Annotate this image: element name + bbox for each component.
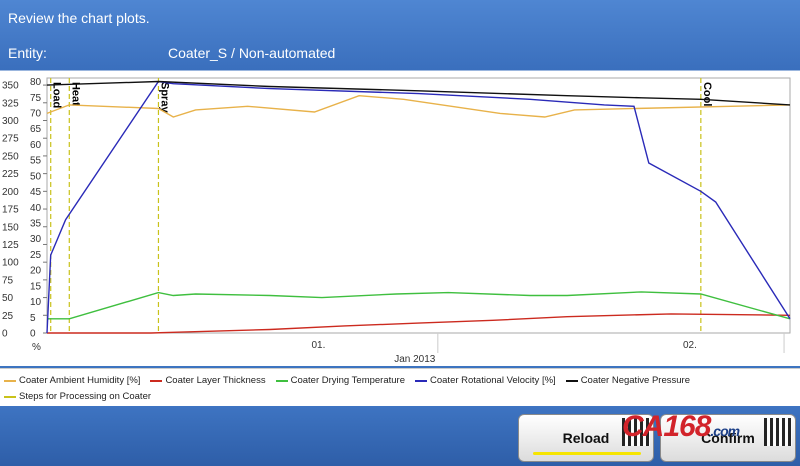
percent-axis-tick-label: 25 <box>30 250 42 261</box>
chart-plot: 0255075100125150175200225250275300325350… <box>2 77 791 365</box>
percent-axis-tick-label: 50 <box>30 171 42 182</box>
step-marker-label: Cool <box>701 82 713 106</box>
percent-axis-tick-label: 40 <box>30 203 42 214</box>
percent-axis-tick-label: 15 <box>30 281 42 292</box>
left-axis-tick-label: 150 <box>2 222 19 233</box>
series-line <box>46 80 791 334</box>
percent-axis-tick-label: 60 <box>30 140 42 151</box>
legend-swatch <box>565 379 578 382</box>
left-axis-tick-label: 325 <box>2 98 19 109</box>
legend-label: Coater Negative Pressure <box>580 375 690 386</box>
series-line <box>47 291 791 320</box>
legend-item: Coater Layer Thickness <box>150 375 266 386</box>
legend-item: Coater Ambient Humidity [%] <box>4 375 140 386</box>
series-line <box>46 94 791 118</box>
legend-swatch <box>415 379 427 382</box>
left-axis-tick-label: 275 <box>2 134 19 145</box>
x-axis-label: Jan 2013 <box>394 354 436 365</box>
entity-label: Entity: <box>8 45 47 61</box>
percent-axis-tick-label: 75 <box>30 93 42 104</box>
legend-label: Coater Drying Temperature <box>290 375 405 386</box>
watermark-logo: CA168.com <box>622 410 740 443</box>
step-marker-label: Spray <box>158 82 170 113</box>
page-title: Review the chart plots. <box>8 10 150 26</box>
step-marker-label: Heat <box>69 82 81 106</box>
plot-area <box>46 77 791 334</box>
left-axis-tick-label: 175 <box>2 205 19 216</box>
percent-axis-tick-label: 35 <box>30 218 42 229</box>
legend-item-steps: Steps for Processing on Coater <box>4 391 151 402</box>
left-axis-tick-label: 0 <box>2 329 8 340</box>
left-axis-tick-label: 300 <box>2 116 19 127</box>
series-line <box>46 80 791 106</box>
left-axis-tick-label: 200 <box>2 187 19 198</box>
legend-row: Coater Ambient Humidity [%] Coater Layer … <box>4 375 690 386</box>
left-axis-tick-label: 250 <box>2 151 19 162</box>
left-axis-tick-label: 75 <box>2 275 14 286</box>
chart-panel: 0 25 50 75 100 125 150 175 200 225 250 275 300 325 350… <box>0 70 800 366</box>
x-axis-tick-label: 01. <box>312 340 326 351</box>
percent-axis-tick-label: 0 <box>30 329 36 340</box>
legend-swatch <box>4 395 16 398</box>
x-axis-tick-label: 02. <box>683 340 697 351</box>
qr-code-icon <box>622 418 650 446</box>
percent-axis-tick-label: 10 <box>30 297 42 308</box>
legend-item: Coater Rotational Velocity [%] <box>415 375 556 386</box>
left-axis-tick-label: 125 <box>2 240 19 251</box>
legend-item: Coater Negative Pressure <box>565 375 690 386</box>
entity-value: Coater_S / Non-automated <box>168 45 336 61</box>
percent-axis-tick-label: 20 <box>30 266 42 277</box>
left-axis-tick-label: 350 <box>2 81 19 92</box>
confirm-button-label: Confirm <box>701 430 755 446</box>
legend-swatch <box>4 379 16 382</box>
legend-row: Steps for Processing on Coater <box>4 391 151 402</box>
header-bar: Review the chart plots. Entity: Coater_S… <box>0 0 800 70</box>
percent-axis-tick-label: 70 <box>30 108 42 119</box>
percent-axis-tick-label: 65 <box>30 124 42 135</box>
reload-button-label: Reload <box>562 430 610 446</box>
left-axis-tick-label: 25 <box>2 311 14 322</box>
legend-item: Coater Drying Temperature <box>275 375 405 386</box>
legend-label: Coater Layer Thickness <box>165 375 266 386</box>
percent-axis-tick-label: 45 <box>30 187 42 198</box>
legend-label: Coater Rotational Velocity [%] <box>430 375 556 386</box>
legend-swatch <box>150 379 163 382</box>
step-marker-label: Load <box>51 82 63 108</box>
percent-axis-tick-label: 30 <box>30 234 42 245</box>
qr-code-icon <box>764 418 792 446</box>
percent-axis-tick-label: 80 <box>30 77 42 88</box>
percent-axis-tick-label: 5 <box>30 313 36 324</box>
left-axis-tick-label: 100 <box>2 258 19 269</box>
legend-swatch <box>275 379 288 382</box>
left-axis-tick-label: 225 <box>2 169 19 180</box>
series-line <box>47 313 791 334</box>
legend-label: Coater Ambient Humidity [%] <box>19 375 141 386</box>
legend: Coater Ambient Humidity [%] Coater Layer … <box>0 368 800 406</box>
percent-axis-unit: % <box>32 342 41 353</box>
focus-underline <box>533 452 641 455</box>
legend-label: Steps for Processing on Coater <box>19 391 152 402</box>
left-axis-tick-label: 50 <box>2 293 14 304</box>
percent-axis-tick-label: 55 <box>30 156 42 167</box>
